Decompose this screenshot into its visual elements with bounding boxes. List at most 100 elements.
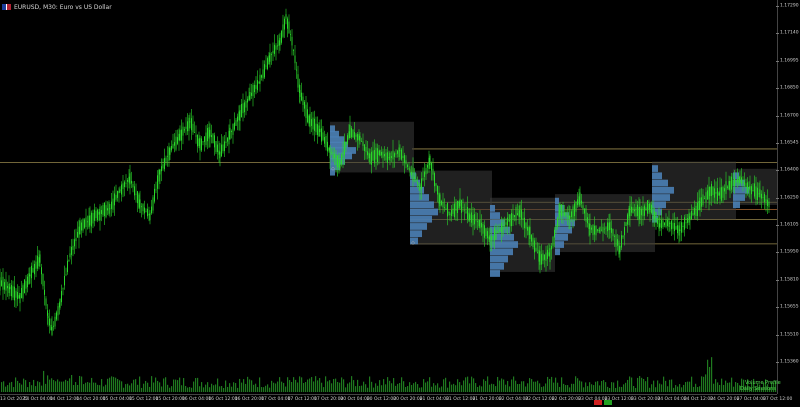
volume-bar	[571, 383, 573, 392]
candle-body	[667, 219, 668, 227]
volume-bar	[669, 379, 671, 392]
volume-bar	[535, 381, 537, 392]
candle-body	[432, 168, 434, 175]
volume-bar	[3, 381, 5, 392]
candle-body	[419, 184, 421, 191]
candle-body	[142, 204, 144, 212]
candle-body	[467, 206, 468, 219]
volume-bar	[755, 387, 757, 392]
price-tick	[776, 225, 779, 227]
candle-body	[12, 286, 14, 298]
candle-body	[561, 204, 562, 217]
candle-body	[768, 201, 770, 208]
candle-body	[198, 138, 200, 147]
volume-bar	[333, 378, 335, 392]
volume-bar	[579, 380, 581, 392]
volume-bar	[117, 379, 119, 392]
volume-profile-row	[733, 186, 749, 194]
candle-body	[97, 209, 98, 221]
candle-body	[41, 267, 42, 275]
candle-body	[235, 120, 237, 126]
volume-bar	[17, 380, 19, 392]
candle-body	[211, 135, 212, 138]
time-label: 17 Oct 12:00	[287, 397, 317, 402]
candle-body	[345, 141, 347, 148]
candle-body	[587, 217, 588, 224]
candle-body	[747, 182, 748, 193]
candle-body	[137, 191, 138, 204]
volume-bar	[689, 381, 691, 392]
volume-bar	[751, 382, 753, 392]
candle-body	[379, 150, 381, 156]
volume-bar	[485, 380, 487, 392]
volume-profile-row	[733, 172, 739, 180]
volume-bar	[529, 378, 531, 392]
price-axis[interactable]: 1.17290 1.17140 1.16995 1.16850 1.16700 1.165…	[776, 0, 800, 394]
volume-bar	[593, 385, 595, 392]
candle-body	[402, 155, 404, 158]
candle-body	[717, 188, 718, 201]
candle-body	[498, 231, 500, 232]
candle-body	[592, 224, 594, 236]
volume-bar	[91, 377, 93, 392]
candle-body	[293, 50, 294, 51]
candle-body	[454, 203, 455, 218]
time-label: 17 Oct 04:00	[261, 397, 291, 402]
volume-bar	[307, 379, 309, 392]
candle-body	[647, 200, 648, 214]
volume-bar	[709, 366, 711, 392]
candle-body	[407, 164, 408, 167]
candle-body	[324, 137, 325, 144]
candle-body	[309, 113, 311, 128]
candle-body	[201, 138, 202, 151]
candle-body	[637, 204, 638, 216]
candle-body	[149, 212, 151, 221]
candle-body	[69, 253, 71, 258]
time-axis[interactable]: 13 Oct 2025 14 Oct 04:00 14 Oct 12:00 14 Oc…	[0, 394, 792, 407]
candle-body	[277, 45, 278, 47]
volume-bar	[113, 376, 115, 392]
volume-bar	[445, 377, 447, 392]
candle-body	[414, 176, 415, 179]
candle-body	[595, 225, 597, 236]
candle-body	[252, 84, 254, 97]
volume-bar	[453, 383, 455, 392]
candle-body	[339, 159, 341, 169]
candle-body	[531, 235, 532, 242]
volume-bar	[423, 379, 425, 392]
candle-body	[471, 212, 472, 223]
volume-bar	[49, 379, 51, 392]
candle-body	[684, 217, 685, 230]
volume-bar	[65, 379, 67, 392]
candle-body	[325, 135, 327, 148]
volume-profile-row	[652, 194, 670, 201]
volume-bar	[303, 383, 305, 392]
candle-body	[2, 276, 4, 290]
price-label: 1.15950	[780, 249, 799, 255]
candle-body	[734, 177, 735, 186]
candle-body	[202, 141, 204, 143]
candle-body	[119, 189, 121, 192]
candle-body	[391, 156, 392, 158]
price-chart-plot[interactable]	[0, 0, 777, 394]
volume-bar	[707, 359, 709, 392]
price-label: 1.17140	[780, 30, 799, 36]
volume-bar	[517, 383, 519, 392]
volume-profile-row	[490, 270, 500, 277]
volume-bar	[195, 378, 197, 392]
candle-body	[22, 285, 24, 299]
candle-body	[68, 260, 70, 261]
candle-body	[409, 169, 411, 173]
candle-body	[21, 287, 22, 299]
volume-bar	[77, 384, 79, 392]
volume-bar	[225, 380, 227, 392]
candle-body	[152, 197, 154, 211]
volume-bar	[313, 381, 315, 392]
candle-body	[15, 290, 17, 298]
candle-body	[575, 201, 577, 212]
volume-bar	[249, 379, 251, 392]
candle-body	[639, 206, 641, 220]
volume-bar	[775, 381, 777, 392]
volume-profile-row	[410, 208, 438, 216]
